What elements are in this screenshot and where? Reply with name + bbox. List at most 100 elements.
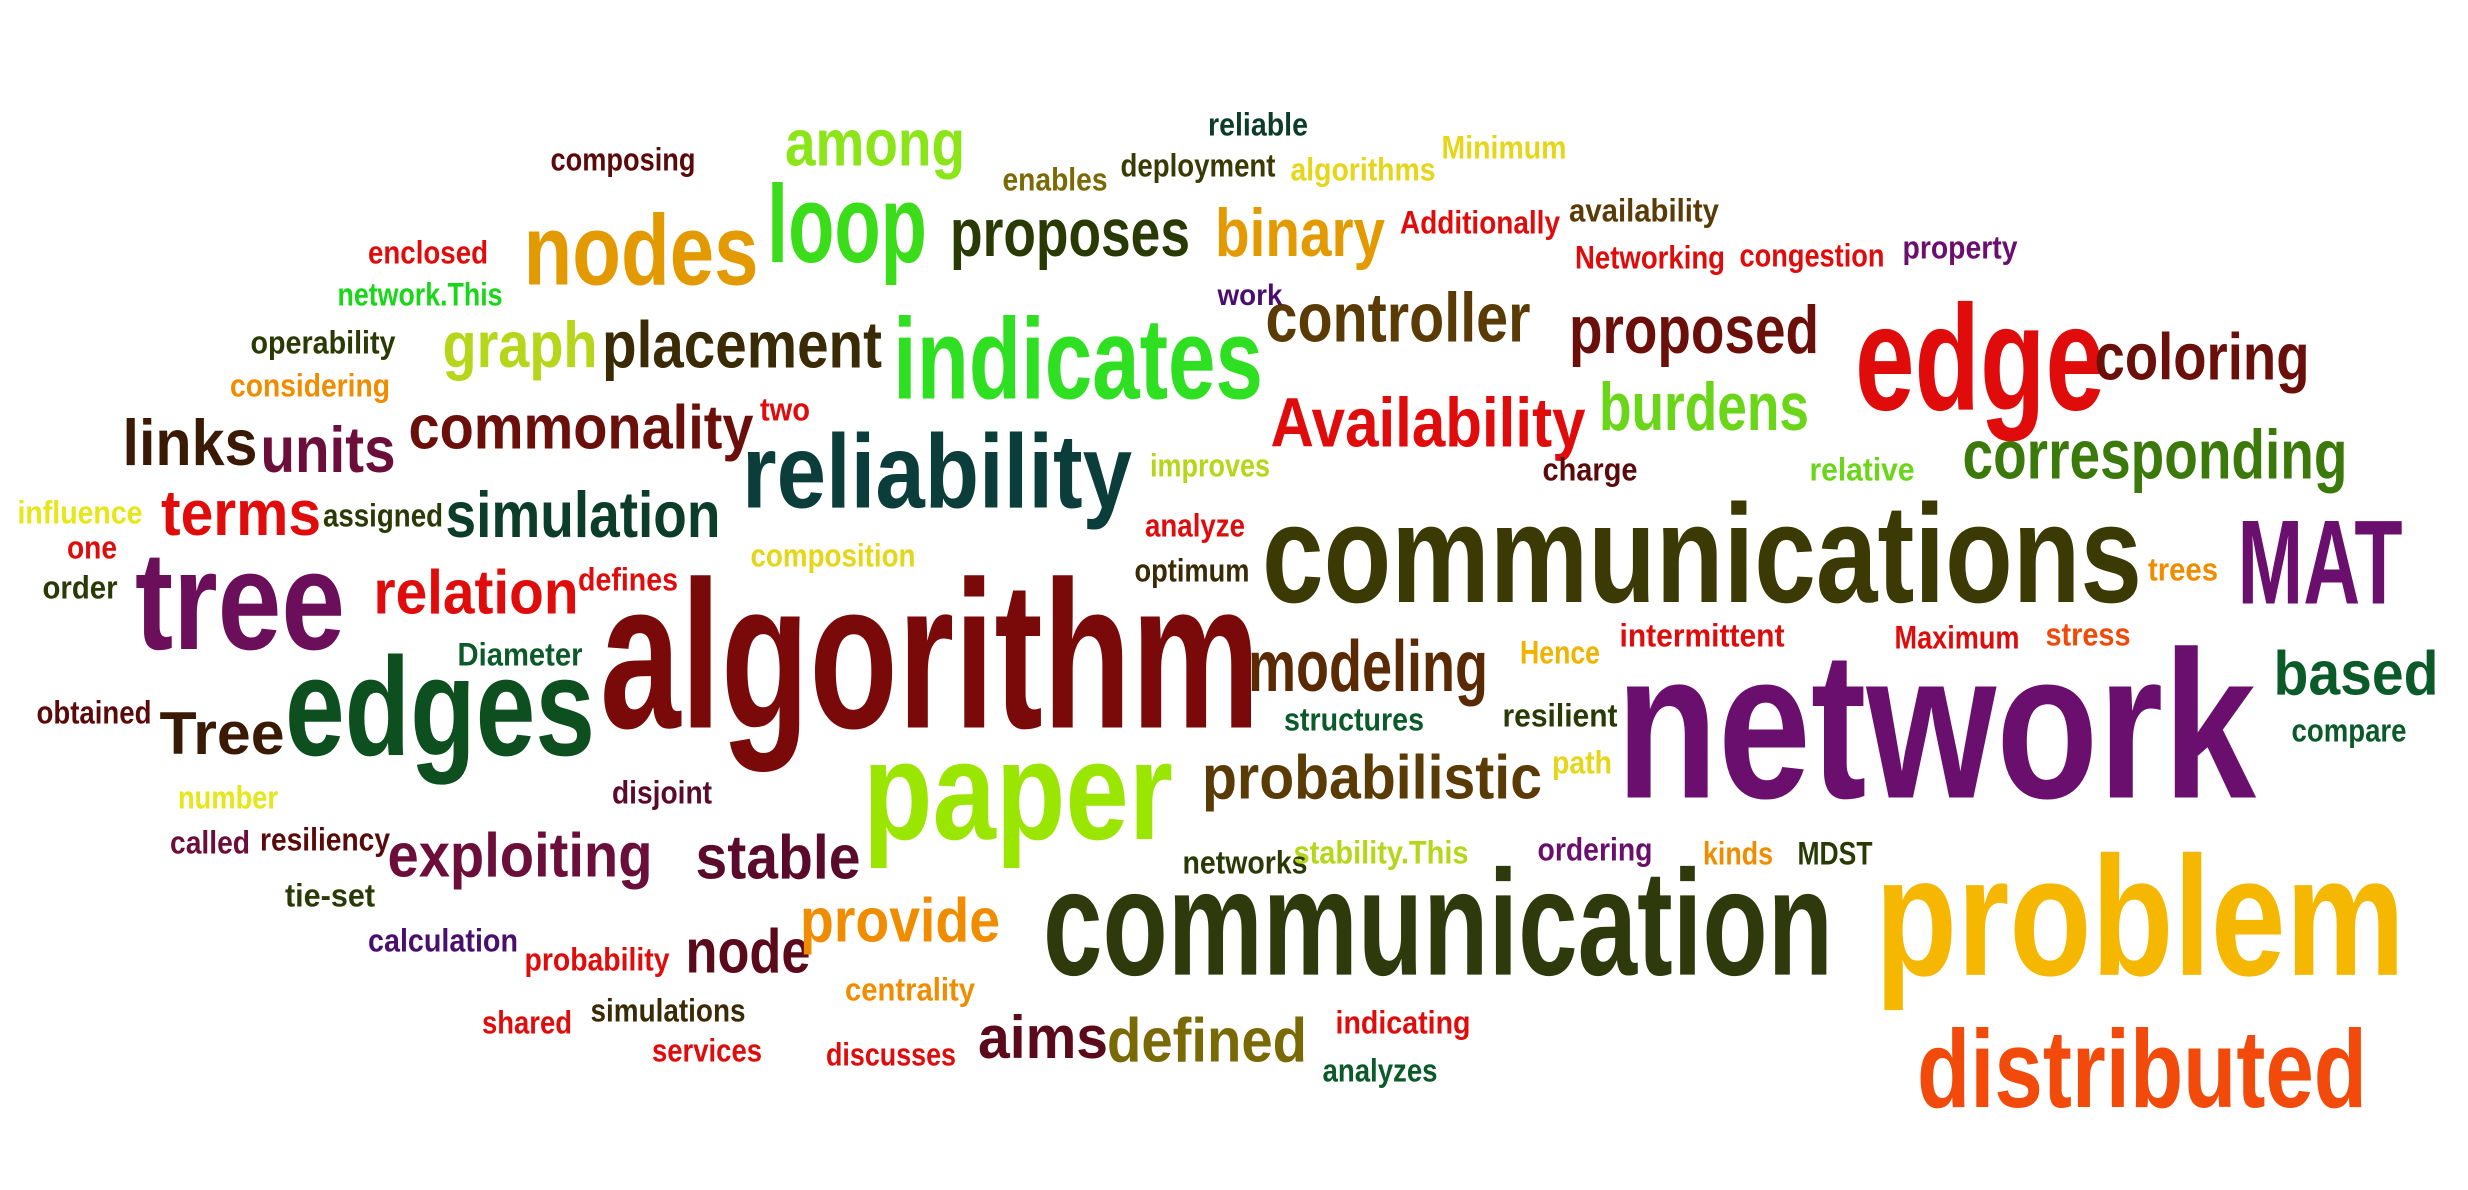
word-controller: controller [1266, 278, 1531, 356]
word-shared: shared [482, 1004, 572, 1040]
word-optimum: optimum [1135, 552, 1250, 588]
word-discusses: discusses [826, 1036, 956, 1072]
word-improves: improves [1150, 447, 1270, 483]
word-mat: MAT [2238, 496, 2403, 630]
word-binary: binary [1215, 195, 1385, 271]
word-enclosed: enclosed [368, 234, 488, 270]
word-based: based [2274, 639, 2439, 708]
word-disjoint: disjoint [612, 774, 712, 810]
word-diameter: Diameter [458, 636, 583, 672]
word-influence: influence [18, 494, 143, 530]
word-links: links [123, 406, 258, 479]
word-indicating: indicating [1336, 1004, 1471, 1040]
word-congestion: congestion [1740, 237, 1885, 273]
word-networks: networks [1183, 844, 1308, 880]
word-stable: stable [696, 823, 861, 892]
word-among: among [785, 105, 965, 179]
word-defined: defined [1107, 1006, 1307, 1075]
word-communications: communications [1262, 475, 2142, 632]
word-simulation: simulation [446, 478, 721, 551]
word-services: services [652, 1032, 762, 1068]
word-tree: Tree [160, 700, 285, 767]
word-networking: Networking [1575, 239, 1725, 275]
word-assigned: assigned [323, 497, 443, 533]
word-analyzes: analyzes [1323, 1052, 1438, 1088]
word-calculation: calculation [368, 922, 518, 958]
word-node: node [686, 917, 811, 986]
word-defines: defines [578, 561, 678, 597]
word-analyze: analyze [1145, 507, 1245, 543]
word-algorithms: algorithms [1291, 151, 1436, 187]
word-deployment: deployment [1121, 147, 1276, 183]
word-relation: relation [374, 558, 579, 627]
word-placement: placement [602, 307, 882, 381]
word-reliable: reliable [1208, 106, 1308, 142]
word-intermittent: intermittent [1620, 617, 1785, 653]
word-property: property [1903, 229, 2018, 265]
word-network: network [1616, 607, 2256, 842]
word-charge: charge [1543, 451, 1638, 487]
word-centrality: centrality [845, 971, 975, 1007]
word-availability: Availability [1271, 383, 1586, 461]
word-availability: availability [1569, 192, 1719, 228]
word-units: units [261, 413, 396, 486]
word-probability: probability [525, 941, 670, 977]
word-number: number [178, 779, 278, 815]
word-problem: problem [1875, 822, 2405, 1012]
word-obtained: obtained [37, 694, 152, 730]
word-network-this: network.This [338, 276, 503, 312]
word-operability: operability [251, 324, 396, 360]
word-trees: trees [2148, 551, 2218, 587]
word-edge: edge [1855, 274, 2105, 442]
word-reliability: reliability [742, 414, 1132, 531]
word-work: work [1217, 279, 1283, 312]
word-resiliency: resiliency [260, 821, 390, 857]
word-commonality: commonality [409, 393, 754, 462]
word-coloring: coloring [2095, 319, 2310, 393]
word-structures: structures [1284, 701, 1424, 737]
word-enables: enables [1003, 161, 1108, 197]
word-mdst: MDST [1798, 835, 1873, 871]
word-ordering: ordering [1538, 831, 1653, 867]
word-considering: considering [230, 367, 390, 403]
word-aims: aims [978, 1004, 1108, 1071]
word-composition: composition [751, 537, 916, 573]
word-exploiting: exploiting [388, 821, 653, 890]
word-order: order [43, 569, 118, 605]
word-hence: Hence [1520, 634, 1600, 670]
word-algorithm: algorithm [600, 537, 1260, 772]
word-kinds: kinds [1703, 835, 1773, 871]
word-burdens: burdens [1599, 369, 1809, 445]
word-paper: paper [863, 712, 1173, 869]
word-maximum: Maximum [1895, 619, 2020, 655]
word-communication: communication [1043, 839, 1833, 1007]
word-compare: compare [2292, 712, 2407, 748]
word-stability-this: stability.This [1294, 834, 1469, 870]
word-modeling: modeling [1248, 627, 1488, 707]
word-probabilistic: probabilistic [1202, 743, 1542, 812]
word-minimum: Minimum [1442, 129, 1567, 165]
word-one: one [67, 529, 117, 565]
word-distributed: distributed [1917, 1008, 2367, 1131]
word-called: called [170, 824, 250, 860]
word-simulations: simulations [591, 992, 746, 1028]
word-tie-set: tie-set [285, 877, 375, 913]
word-edges: edges [285, 628, 595, 785]
word-additionally: Additionally [1400, 204, 1560, 240]
word-relative: relative [1810, 451, 1915, 487]
word-terms: terms [161, 477, 321, 549]
word-graph: graph [443, 308, 598, 381]
word-nodes: nodes [524, 194, 759, 306]
word-path: path [1552, 744, 1612, 780]
word-two: two [760, 391, 810, 427]
word-provide: provide [800, 886, 1000, 955]
word-loop: loop [767, 163, 927, 286]
word-proposes: proposes [950, 195, 1190, 271]
word-indicates: indicates [893, 295, 1263, 423]
word-corresponding: corresponding [1963, 415, 2348, 493]
word-composing: composing [551, 141, 696, 177]
word-tree: tree [135, 522, 345, 679]
word-resilient: resilient [1503, 697, 1618, 733]
